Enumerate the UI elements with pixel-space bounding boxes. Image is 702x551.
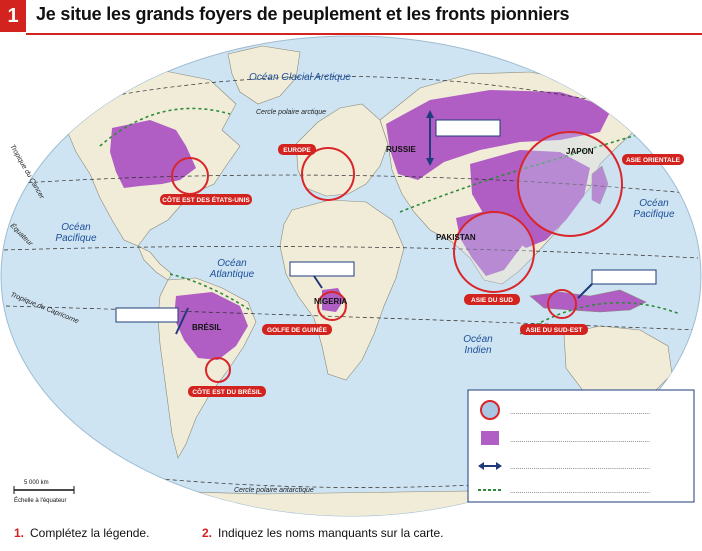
country-label-nigeria: NIGERIA: [314, 297, 348, 306]
landmass-central-america: [137, 245, 173, 281]
circle-south-asia: [453, 211, 535, 293]
region-tag-gulf-of-guinea: GOLFE DE GUINÉE: [262, 324, 332, 335]
label-arctic-circle: Cercle polaire arctique: [256, 109, 326, 116]
purple-square-icon: [481, 431, 499, 445]
tropic-capricorn-line: [5, 305, 699, 331]
country-label-brazil: BRÉSIL: [192, 323, 221, 332]
svg-text:Échelle à l'équateur: Échelle à l'équateur: [14, 497, 67, 504]
double-arrow-nigeria: [313, 275, 323, 289]
svg-text:CÔTE EST DES ÉTATS-UNIS: CÔTE EST DES ÉTATS-UNIS: [162, 195, 250, 204]
landmass-japan: [591, 165, 609, 205]
legend-box: ........................................…: [467, 389, 695, 503]
country-label-russia: RUSSIE: [386, 145, 416, 154]
scale-bar: 5 000 km Échelle à l'équateur: [13, 480, 75, 504]
circle-gulf-of-guinea: [317, 291, 347, 321]
circle-europe: [301, 147, 355, 201]
double-arrow-indonesia: [577, 283, 593, 299]
svg-text:5 000 km: 5 000 km: [24, 480, 49, 486]
ocean-label-pacifique-e: Océan Pacifique: [633, 198, 675, 220]
country-label-japan: JAPON: [566, 147, 594, 156]
ocean-label-pacifique-w: Océan Pacifique: [55, 222, 97, 244]
blank-box-indonesia[interactable]: [591, 269, 657, 285]
country-label-pakistan: PAKISTAN: [436, 233, 476, 242]
landmass-indonesia: [529, 289, 647, 313]
exercise-number-badge: 1: [0, 0, 26, 32]
landmass-greenland: [227, 45, 301, 105]
ocean-label-atlantique: Océan Atlantique: [209, 258, 255, 280]
blank-box-nigeria[interactable]: [289, 261, 355, 277]
legend-line-1[interactable]: ........................................…: [510, 409, 650, 416]
population-usa: [110, 120, 196, 188]
instructions: 1. Complétez la légende. 2. Indiquez les n…: [0, 520, 702, 551]
circle-south-east-asia: [547, 289, 577, 319]
landmass-australia: [563, 325, 673, 403]
double-arrow-russia: [426, 110, 434, 166]
region-tag-south-east-asia: ASIE DU SUD-EST: [520, 324, 588, 335]
instruction-2: 2. Indiquez les noms manquants sur la car…: [202, 526, 444, 540]
svg-text:CÔTE EST DU BRÉSIL: CÔTE EST DU BRÉSIL: [192, 387, 261, 396]
pioneer-front-oceania: [519, 301, 681, 335]
pioneer-front-amazon: [169, 273, 251, 311]
population-south-asia: [456, 210, 522, 276]
legend-line-4[interactable]: ........................................…: [510, 488, 650, 495]
world-map: Océan Glacial Arctique Océan Atlantique O…: [0, 35, 702, 517]
double-arrow-icon: [478, 462, 502, 470]
circle-east-coast-brazil: [205, 357, 231, 383]
svg-text:GOLFE DE GUINÉE: GOLFE DE GUINÉE: [267, 325, 328, 334]
legend-line-2[interactable]: ........................................…: [510, 437, 650, 444]
pioneer-front-asia: [399, 133, 641, 213]
svg-text:ASIE DU SUD: ASIE DU SUD: [471, 297, 513, 304]
svg-text:ASIE DU SUD-EST: ASIE DU SUD-EST: [526, 327, 583, 334]
arctic-circle-line: [59, 76, 651, 113]
landmass-africa: [279, 199, 405, 381]
region-tag-east-coast-usa: CÔTE EST DES ÉTATS-UNIS: [160, 194, 252, 205]
label-antarctic-circle: Cercle polaire antarctique: [234, 487, 314, 494]
page-title: Je situe les grands foyers de peuplement…: [36, 4, 570, 24]
blank-box-brazil[interactable]: [115, 307, 179, 323]
region-tag-europe: EUROPE: [278, 144, 316, 155]
region-tag-south-asia: ASIE DU SUD: [464, 294, 520, 305]
svg-text:ASIE ORIENTALE: ASIE ORIENTALE: [626, 157, 681, 164]
blank-box-russia[interactable]: [435, 119, 501, 137]
instruction-1: 1. Complétez la légende.: [14, 526, 150, 540]
ocean-label-glacial: Océan Glacial Arctique: [249, 72, 351, 83]
title-underline: [26, 33, 702, 35]
legend-line-3[interactable]: ........................................…: [510, 464, 650, 471]
double-arrow-brazil: [175, 307, 189, 335]
header: 1 Je situe les grands foyers de peupleme…: [0, 0, 702, 35]
equator-line: [3, 246, 699, 259]
population-brazil: [174, 292, 248, 360]
region-tag-east-asia: ASIE ORIENTALE: [622, 154, 684, 165]
ocean-label-indien: Océan Indien: [463, 334, 493, 356]
circle-icon: [480, 400, 500, 420]
circle-east-asia: [517, 131, 623, 237]
tropic-cancer-line: [5, 174, 699, 195]
svg-text:EUROPE: EUROPE: [283, 147, 311, 154]
region-tag-east-coast-brazil: CÔTE EST DU BRÉSIL: [188, 386, 266, 397]
